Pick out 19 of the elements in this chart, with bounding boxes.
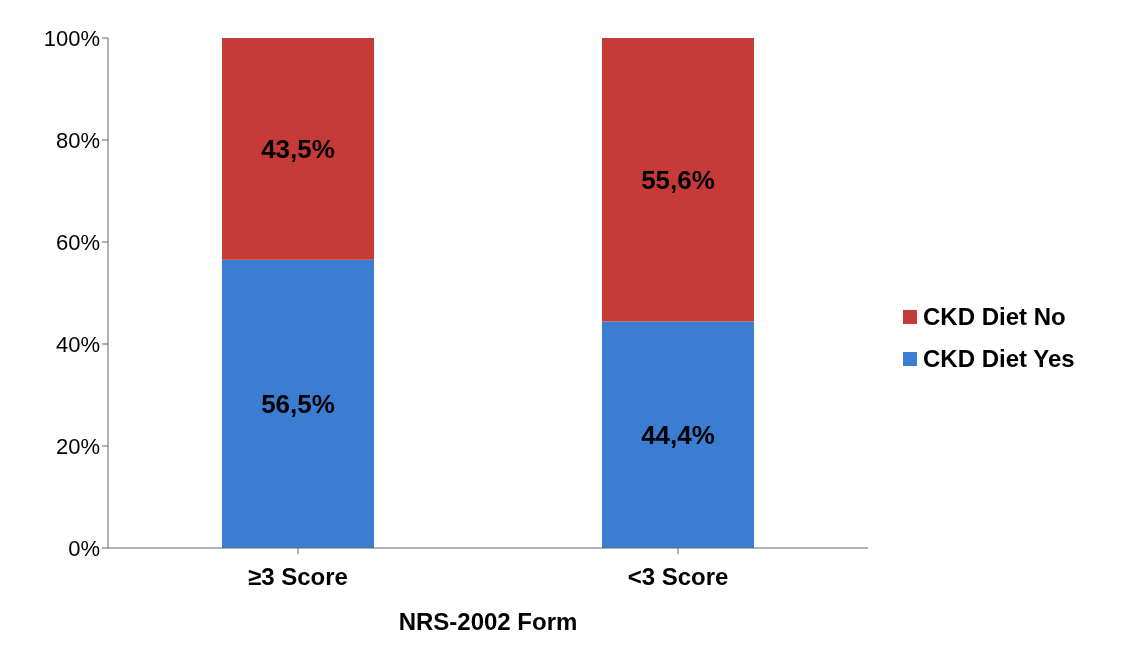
y-tick-label: 100%	[43, 25, 100, 51]
legend-label: CKD Diet No	[923, 303, 1066, 331]
bar	[222, 259, 374, 548]
x-axis-title: NRS-2002 Form	[398, 608, 578, 635]
y-tick-label: 0%	[68, 535, 100, 561]
x-tick-label: <3 Score	[627, 563, 729, 591]
data-label: 56,5%	[261, 389, 335, 420]
y-tick-label: 60%	[55, 229, 100, 255]
bar	[222, 38, 374, 260]
data-label: 43,5%	[261, 134, 335, 165]
bar	[602, 321, 754, 548]
data-label: 55,6%	[641, 165, 715, 196]
bar	[602, 38, 754, 322]
y-tick-label: 40%	[55, 331, 100, 357]
y-tick-label: 20%	[55, 433, 100, 459]
x-tick-label: ≥3 Score	[248, 563, 348, 591]
data-label: 44,4%	[641, 420, 715, 451]
y-tick-label: 80%	[55, 127, 100, 153]
legend-label: CKD Diet Yes	[923, 345, 1075, 373]
